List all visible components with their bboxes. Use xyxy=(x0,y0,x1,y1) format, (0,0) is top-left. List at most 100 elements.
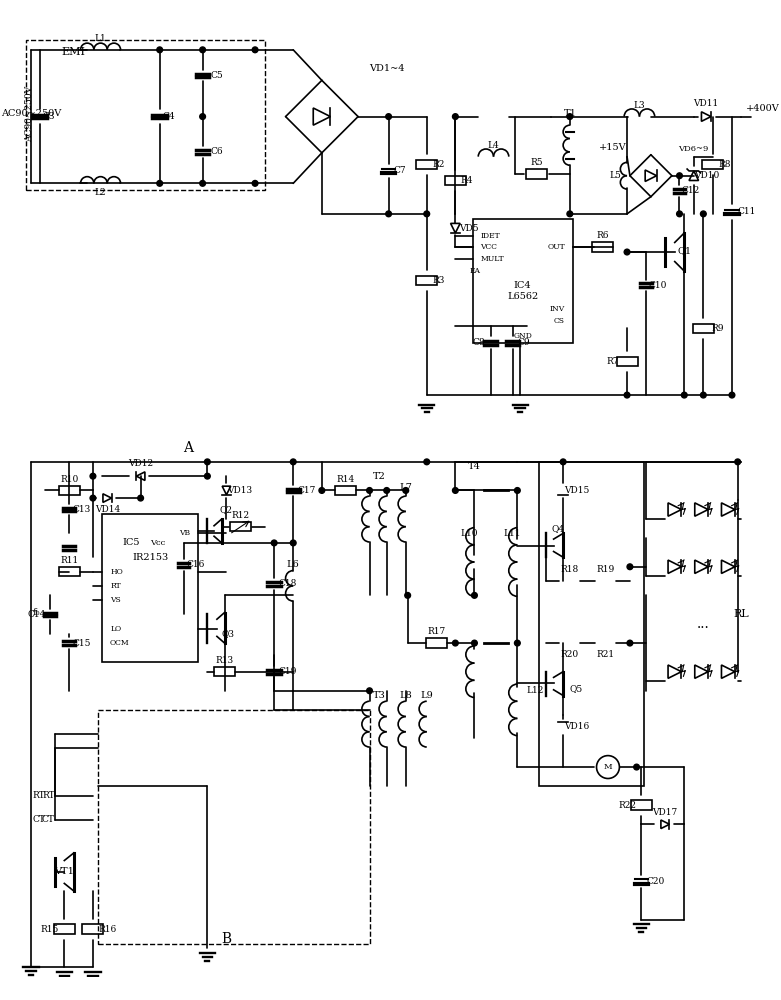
Text: C8: C8 xyxy=(473,338,486,347)
Text: L4: L4 xyxy=(487,141,499,150)
Bar xyxy=(559,638,580,648)
Text: VD12: VD12 xyxy=(128,459,153,468)
Text: C4: C4 xyxy=(163,112,176,121)
Bar xyxy=(594,638,615,648)
Text: L2: L2 xyxy=(95,188,106,197)
Text: EA: EA xyxy=(469,267,480,275)
Polygon shape xyxy=(668,560,681,573)
Bar xyxy=(230,522,251,531)
Bar xyxy=(594,576,615,586)
Bar xyxy=(693,324,714,333)
Text: IC5: IC5 xyxy=(123,538,140,547)
Circle shape xyxy=(200,180,205,186)
Circle shape xyxy=(701,392,706,398)
Bar xyxy=(526,169,547,179)
Circle shape xyxy=(729,392,735,398)
Circle shape xyxy=(205,473,210,479)
Text: RT: RT xyxy=(110,582,121,590)
Text: CS: CS xyxy=(554,317,565,325)
Text: AC90~250V: AC90~250V xyxy=(26,86,34,142)
Circle shape xyxy=(701,211,706,217)
Text: VD17: VD17 xyxy=(653,808,678,817)
Text: T3: T3 xyxy=(373,691,386,700)
Circle shape xyxy=(627,640,633,646)
Polygon shape xyxy=(558,486,568,495)
Text: C13: C13 xyxy=(73,505,91,514)
Circle shape xyxy=(383,488,390,493)
Text: R12: R12 xyxy=(232,511,250,520)
Bar xyxy=(416,160,437,169)
Text: f₀: f₀ xyxy=(33,608,41,617)
Text: VD11: VD11 xyxy=(694,99,719,108)
Text: L10: L10 xyxy=(461,529,479,538)
Bar xyxy=(445,176,465,185)
Text: VB: VB xyxy=(179,529,191,537)
Text: R10: R10 xyxy=(60,475,78,484)
Text: RT: RT xyxy=(42,791,55,800)
Text: Q3: Q3 xyxy=(222,629,235,638)
Text: L9: L9 xyxy=(420,691,433,700)
Polygon shape xyxy=(701,112,711,121)
Text: VS: VS xyxy=(110,596,121,604)
Bar xyxy=(540,462,644,786)
Text: IC4: IC4 xyxy=(514,281,531,290)
Text: C18: C18 xyxy=(278,579,297,588)
Text: VD5: VD5 xyxy=(459,224,479,233)
Polygon shape xyxy=(722,665,735,678)
Text: R17: R17 xyxy=(427,627,445,636)
Text: L12: L12 xyxy=(527,686,544,695)
Text: R11: R11 xyxy=(60,556,78,565)
Text: Q2: Q2 xyxy=(220,505,233,514)
Text: VCC: VCC xyxy=(480,243,497,251)
Circle shape xyxy=(424,211,430,217)
Polygon shape xyxy=(222,486,230,495)
Text: RL: RL xyxy=(733,609,749,619)
Text: A: A xyxy=(184,441,194,455)
Polygon shape xyxy=(668,503,681,516)
Circle shape xyxy=(452,640,458,646)
Text: C19: C19 xyxy=(278,667,297,676)
Bar xyxy=(473,219,572,343)
Text: +15V: +15V xyxy=(599,143,627,152)
Bar xyxy=(426,638,447,648)
Circle shape xyxy=(366,488,373,493)
Text: CT: CT xyxy=(32,815,45,824)
Text: M: M xyxy=(604,763,612,771)
Polygon shape xyxy=(103,494,112,502)
Text: R15: R15 xyxy=(41,925,59,934)
Circle shape xyxy=(205,459,210,465)
Text: VD15: VD15 xyxy=(564,486,589,495)
Text: LO: LO xyxy=(110,625,121,633)
Text: VD1~4: VD1~4 xyxy=(369,64,405,73)
Circle shape xyxy=(452,488,458,493)
Text: T2: T2 xyxy=(373,472,386,481)
Bar xyxy=(214,667,235,676)
Text: L3: L3 xyxy=(633,101,645,110)
Text: R22: R22 xyxy=(618,801,636,810)
Text: HO: HO xyxy=(110,568,123,576)
Text: L6: L6 xyxy=(287,560,300,569)
Text: OCM: OCM xyxy=(110,639,130,647)
Text: B: B xyxy=(221,932,231,946)
Circle shape xyxy=(567,114,572,119)
Circle shape xyxy=(200,47,205,53)
Circle shape xyxy=(676,173,683,179)
Text: VD14: VD14 xyxy=(95,505,119,514)
Text: R16: R16 xyxy=(98,925,116,934)
Circle shape xyxy=(452,114,458,119)
Circle shape xyxy=(627,564,633,570)
Text: IDET: IDET xyxy=(480,232,500,240)
Text: ...: ... xyxy=(697,617,710,631)
Polygon shape xyxy=(645,170,657,181)
Circle shape xyxy=(405,593,411,598)
Text: R4: R4 xyxy=(461,176,473,185)
Text: T4: T4 xyxy=(468,462,481,471)
Text: C16: C16 xyxy=(187,560,205,569)
Text: R14: R14 xyxy=(337,475,355,484)
Text: R13: R13 xyxy=(216,656,234,665)
Text: Vcc: Vcc xyxy=(150,539,166,547)
Circle shape xyxy=(252,47,258,53)
Circle shape xyxy=(515,640,520,646)
Text: INV: INV xyxy=(550,305,565,313)
Bar xyxy=(83,924,103,934)
